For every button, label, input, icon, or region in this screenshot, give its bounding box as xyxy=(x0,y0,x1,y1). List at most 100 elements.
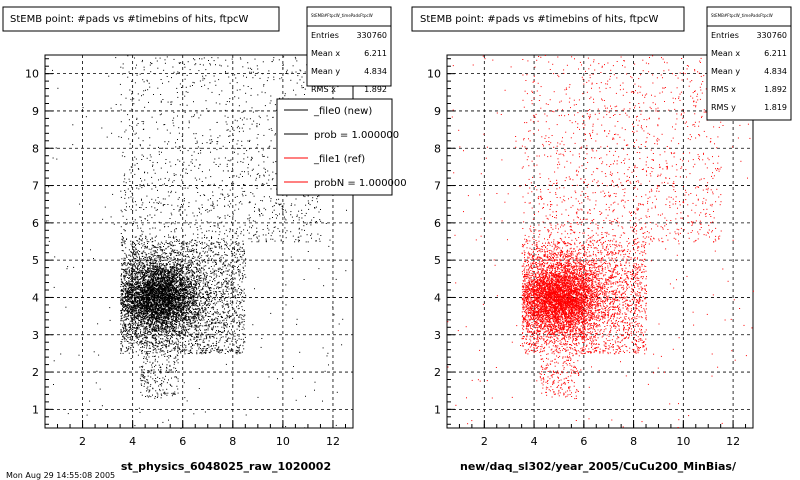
scatter-point xyxy=(155,281,157,283)
scatter-point xyxy=(132,268,134,270)
scatter-point xyxy=(140,320,141,322)
scatter-point xyxy=(152,309,154,311)
scatter-point xyxy=(146,284,148,286)
scatter-point xyxy=(182,307,184,309)
scatter-point xyxy=(143,293,145,295)
scatter-point xyxy=(133,327,135,329)
scatter-point xyxy=(200,300,201,302)
scatter-point xyxy=(147,290,149,292)
scatter-point xyxy=(187,312,189,314)
scatter-point xyxy=(143,312,145,314)
scatter-point xyxy=(131,319,132,321)
scatter-point xyxy=(147,260,149,262)
scatter-point xyxy=(201,351,203,353)
scatter-point xyxy=(123,296,125,298)
scatter-point xyxy=(170,278,172,280)
scatter-point xyxy=(156,312,158,314)
scatter-point xyxy=(155,313,157,315)
scatter-point xyxy=(125,294,127,296)
scatter-point xyxy=(134,275,136,277)
scatter-point xyxy=(161,313,163,315)
scatter-point xyxy=(148,307,150,309)
scatter-point xyxy=(139,278,141,280)
scatter-point xyxy=(170,293,172,295)
scatter-point xyxy=(136,312,138,314)
scatter-point xyxy=(159,265,161,267)
scatter-point xyxy=(202,267,204,269)
scatter-point xyxy=(209,275,211,277)
scatter-point xyxy=(124,288,126,290)
scatter-point xyxy=(135,306,136,308)
scatter-point xyxy=(142,275,144,277)
scatter-point xyxy=(150,263,152,265)
scatter-point xyxy=(181,296,183,298)
scatter-point xyxy=(179,295,181,297)
scatter-point xyxy=(134,323,136,325)
scatter-point xyxy=(162,304,164,306)
scatter-point xyxy=(160,274,162,276)
scatter-point xyxy=(142,292,144,294)
scatter-point xyxy=(167,257,169,259)
scatter-point xyxy=(166,302,168,304)
scatter-point xyxy=(133,304,135,306)
scatter-point xyxy=(187,265,189,267)
scatter-point xyxy=(135,272,137,274)
scatter-point xyxy=(169,266,171,268)
scatter-point xyxy=(129,306,131,308)
scatter-point xyxy=(173,334,175,336)
scatter-point xyxy=(192,303,194,305)
scatter-point xyxy=(156,284,158,286)
scatter-point xyxy=(155,269,157,271)
scatter-point xyxy=(175,298,177,300)
scatter-point xyxy=(137,326,139,328)
scatter-point xyxy=(140,322,142,324)
scatter-point xyxy=(165,275,167,276)
scatter-point xyxy=(151,254,153,256)
scatter-point xyxy=(146,307,148,309)
scatter-point xyxy=(167,308,169,310)
scatter-point xyxy=(169,311,171,313)
scatter-point xyxy=(161,319,163,321)
scatter-point xyxy=(170,308,172,309)
scatter-point xyxy=(156,295,158,296)
scatter-point xyxy=(176,268,178,270)
scatter-point xyxy=(159,289,161,291)
scatter-point xyxy=(165,274,166,276)
scatter-point xyxy=(172,291,174,293)
scatter-point xyxy=(147,316,149,318)
scatter-point xyxy=(127,282,129,284)
scatter-point xyxy=(165,290,167,292)
scatter-point xyxy=(197,294,199,296)
scatter-point xyxy=(162,295,164,297)
scatter-point xyxy=(122,307,124,308)
scatter-point xyxy=(156,309,158,311)
scatter-point xyxy=(148,309,150,311)
scatter-point xyxy=(180,259,182,261)
scatter-point xyxy=(180,280,182,282)
scatter-point xyxy=(175,304,177,306)
scatter-point xyxy=(181,279,183,281)
scatter-point xyxy=(191,302,193,304)
scatter-point xyxy=(166,287,168,289)
scatter-point xyxy=(139,258,141,260)
scatter-point xyxy=(192,274,194,276)
scatter-point xyxy=(149,295,150,296)
scatter-point xyxy=(157,312,159,314)
scatter-point xyxy=(172,272,174,274)
scatter-point xyxy=(185,283,186,285)
scatter-point xyxy=(180,274,182,276)
scatter-point xyxy=(156,288,158,290)
scatter-point xyxy=(177,280,179,282)
scatter-point xyxy=(190,282,192,284)
scatter-point xyxy=(158,316,160,318)
scatter-point xyxy=(130,289,132,291)
scatter-point xyxy=(180,320,182,322)
scatter-point xyxy=(188,302,190,303)
scatter-point xyxy=(163,268,165,270)
scatter-point xyxy=(147,288,149,290)
scatter-point xyxy=(227,291,229,292)
scatter-point xyxy=(180,284,182,286)
scatter-point xyxy=(177,310,179,311)
scatter-point xyxy=(146,309,148,311)
scatter-point xyxy=(144,309,146,311)
